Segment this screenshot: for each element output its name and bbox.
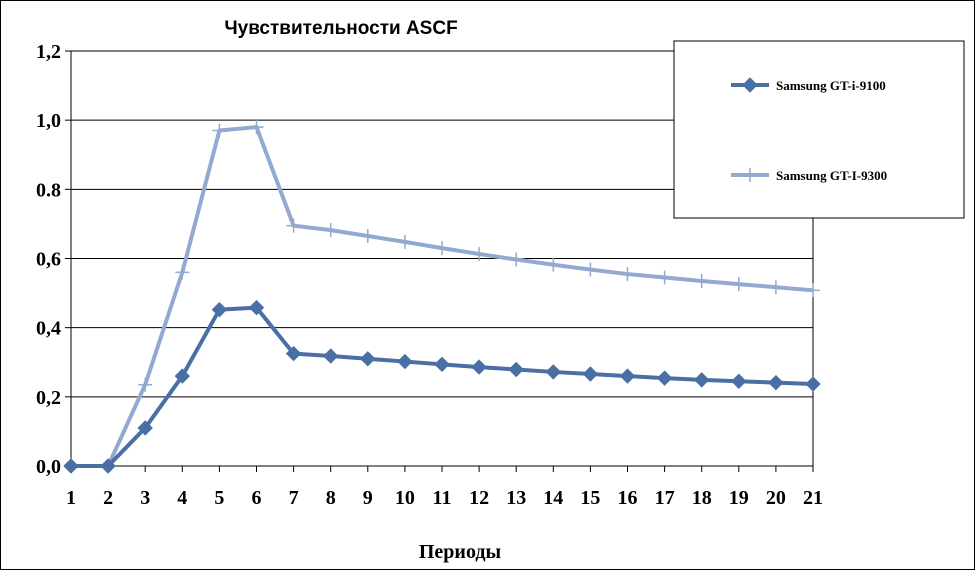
data-point bbox=[619, 368, 636, 384]
legend-item: Samsung GT-I-9300 bbox=[731, 168, 887, 183]
data-point bbox=[100, 458, 116, 474]
x-tick-label: 1 bbox=[66, 487, 76, 509]
legend-item: Samsung GT-i-9100 bbox=[731, 77, 886, 93]
data-point bbox=[248, 299, 265, 316]
x-tick-label: 12 bbox=[469, 487, 489, 509]
x-tick-label: 4 bbox=[177, 487, 187, 509]
data-point bbox=[657, 270, 672, 285]
x-tick-label: 10 bbox=[395, 487, 415, 509]
data-point bbox=[546, 257, 561, 272]
axes bbox=[70, 51, 813, 467]
x-tick-label: 13 bbox=[506, 487, 526, 509]
data-point bbox=[212, 123, 227, 138]
series-lines bbox=[63, 120, 821, 474]
x-tick-label: 8 bbox=[326, 487, 336, 509]
x-tick-label: 20 bbox=[766, 487, 786, 509]
x-tick-label: 2 bbox=[103, 487, 113, 509]
data-point bbox=[693, 372, 710, 388]
data-point bbox=[508, 361, 524, 378]
x-tick-label: 7 bbox=[289, 487, 299, 509]
legend: Samsung GT-i-9100 Samsung GT-I-9300 bbox=[673, 40, 965, 219]
data-point bbox=[471, 359, 487, 375]
x-axis-title: Периоды bbox=[419, 541, 502, 563]
x-tick-label: 14 bbox=[543, 487, 563, 509]
x-tick-label: 6 bbox=[252, 487, 262, 509]
data-point bbox=[694, 273, 709, 288]
x-tick-label: 5 bbox=[214, 487, 224, 509]
y-tick-label: 0,2 bbox=[36, 387, 61, 409]
data-point bbox=[656, 370, 673, 386]
x-tick-label: 16 bbox=[618, 487, 638, 509]
data-point bbox=[434, 356, 450, 373]
series-1 bbox=[63, 299, 821, 474]
data-point bbox=[360, 351, 376, 367]
data-point bbox=[286, 218, 301, 233]
x-tick-label: 3 bbox=[140, 487, 150, 509]
data-point bbox=[285, 345, 302, 362]
data-point bbox=[620, 267, 635, 282]
data-point bbox=[805, 376, 821, 392]
x-tick-label: 15 bbox=[580, 487, 600, 509]
data-point bbox=[323, 223, 338, 238]
data-point bbox=[509, 252, 524, 267]
data-point bbox=[211, 301, 228, 318]
chart-title: Чувствительности ASCF bbox=[224, 18, 457, 39]
legend-label: Samsung GT-I-9300 bbox=[776, 168, 887, 183]
y-tick-label: 0,0 bbox=[36, 456, 61, 478]
legend-label: Samsung GT-i-9100 bbox=[776, 78, 886, 93]
data-point bbox=[397, 353, 413, 370]
data-point bbox=[806, 283, 820, 298]
data-point bbox=[731, 373, 747, 389]
data-point bbox=[545, 364, 562, 380]
legend-marker bbox=[742, 77, 758, 93]
legend-marker bbox=[743, 168, 757, 182]
data-point bbox=[397, 234, 412, 249]
data-point bbox=[322, 348, 339, 364]
y-tick-label: 1,0 bbox=[36, 110, 61, 132]
data-point bbox=[583, 262, 598, 277]
data-point bbox=[582, 366, 599, 382]
data-point bbox=[472, 247, 487, 262]
x-tick-label: 19 bbox=[729, 487, 749, 509]
data-point bbox=[63, 458, 79, 474]
x-tick-label: 21 bbox=[803, 487, 823, 509]
data-point bbox=[249, 120, 264, 135]
y-tick-label: 0,4 bbox=[36, 318, 61, 340]
data-point bbox=[174, 368, 191, 384]
tick-labels: 0,00,20,40,60.81,01,21 2 3 4 5 6 7 8 9 10 11 12 13 14… bbox=[36, 41, 823, 509]
data-point bbox=[360, 229, 375, 244]
data-point bbox=[435, 241, 449, 256]
y-tick-label: 0.8 bbox=[36, 179, 61, 201]
y-tick-label: 0,6 bbox=[36, 249, 61, 271]
data-point bbox=[768, 374, 784, 391]
data-point bbox=[137, 420, 153, 436]
data-point bbox=[138, 377, 153, 392]
x-tick-label: 18 bbox=[692, 487, 712, 509]
data-point bbox=[768, 280, 783, 295]
data-point bbox=[731, 277, 746, 292]
x-tick-label: 9 bbox=[363, 487, 373, 509]
y-tick-label: 1,2 bbox=[36, 41, 61, 63]
x-tick-label: 11 bbox=[433, 487, 452, 509]
data-point bbox=[175, 265, 190, 280]
legend-box bbox=[673, 40, 965, 219]
x-tick-label: 17 bbox=[655, 487, 675, 509]
